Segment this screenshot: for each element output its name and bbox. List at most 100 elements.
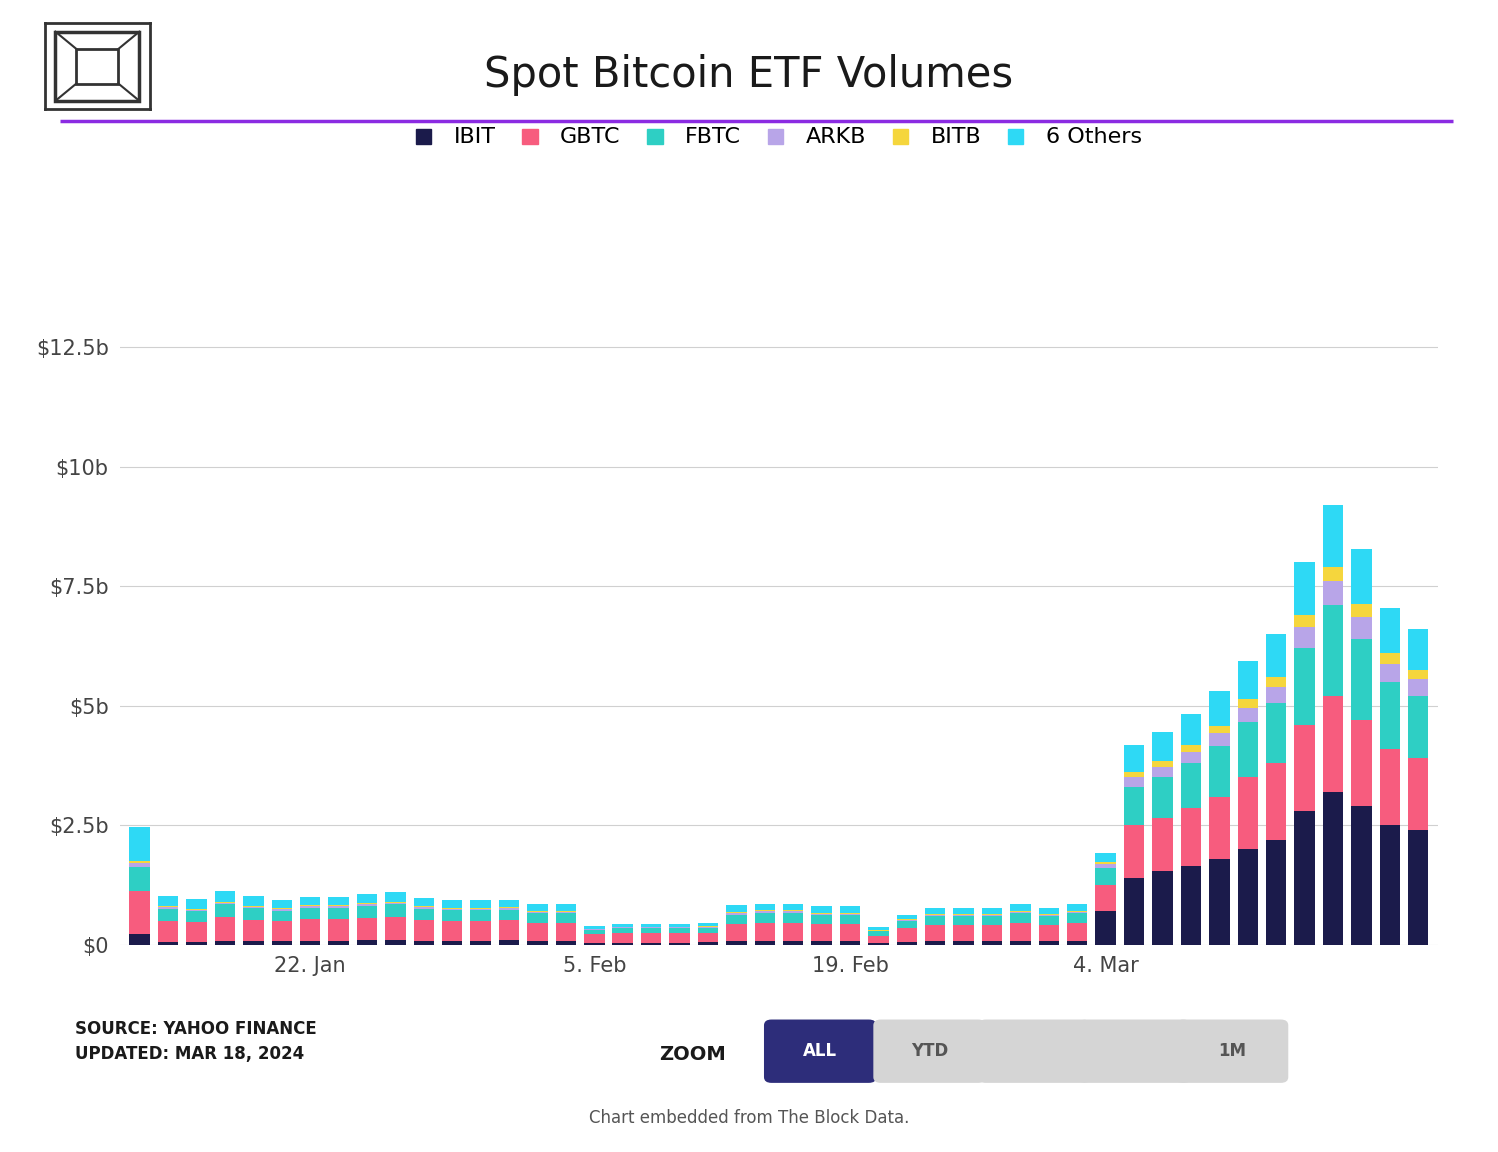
Bar — [499, 920, 520, 940]
Bar — [924, 925, 945, 941]
Bar — [470, 920, 491, 941]
Bar — [1351, 639, 1372, 720]
Bar — [840, 941, 860, 945]
Bar — [357, 940, 377, 945]
Bar — [1294, 627, 1315, 649]
Bar — [186, 922, 207, 942]
Bar — [1038, 915, 1059, 916]
Bar — [1038, 941, 1059, 945]
Bar — [670, 933, 689, 942]
Bar — [727, 905, 746, 912]
Bar — [1266, 634, 1287, 677]
Bar — [869, 927, 888, 931]
Bar — [1095, 869, 1116, 885]
Bar — [186, 911, 207, 922]
Bar — [1351, 806, 1372, 945]
Bar — [698, 923, 718, 926]
Bar — [812, 924, 831, 941]
Bar — [584, 942, 605, 945]
Text: ALL: ALL — [803, 1043, 837, 1060]
Bar — [1408, 758, 1429, 829]
Bar — [1209, 746, 1230, 796]
Bar — [698, 927, 718, 933]
Bar — [1266, 687, 1287, 704]
Bar — [1180, 745, 1201, 751]
Bar — [1323, 791, 1344, 945]
Bar — [1180, 751, 1201, 763]
Bar — [1010, 911, 1031, 914]
Bar — [840, 915, 860, 924]
Bar — [1237, 708, 1258, 722]
Bar — [385, 917, 406, 940]
Bar — [981, 908, 1002, 914]
Bar — [556, 904, 577, 911]
Bar — [413, 919, 434, 941]
Bar — [1380, 825, 1401, 945]
Bar — [1067, 941, 1088, 945]
Bar — [243, 907, 264, 908]
Bar — [1038, 925, 1059, 941]
Bar — [1237, 722, 1258, 778]
Bar — [1095, 911, 1116, 945]
Bar — [924, 941, 945, 945]
Bar — [499, 908, 520, 910]
Bar — [129, 934, 150, 945]
Bar — [1010, 914, 1031, 923]
Bar — [1124, 825, 1144, 878]
Bar — [300, 897, 321, 905]
Bar — [1095, 885, 1116, 911]
Bar — [783, 923, 803, 941]
Bar — [869, 931, 888, 935]
Bar — [953, 908, 974, 914]
Bar — [1124, 772, 1144, 778]
Bar — [214, 904, 235, 917]
Bar — [1038, 908, 1059, 914]
Bar — [157, 909, 178, 920]
Bar — [812, 941, 831, 945]
Bar — [328, 941, 349, 945]
Bar — [1209, 796, 1230, 858]
Bar — [1124, 745, 1144, 772]
Bar — [1323, 567, 1344, 582]
Bar — [584, 926, 605, 929]
Bar — [385, 940, 406, 945]
Bar — [357, 894, 377, 903]
Bar — [214, 892, 235, 902]
Bar — [641, 933, 661, 942]
Bar — [783, 941, 803, 945]
Bar — [755, 912, 774, 923]
Bar — [470, 941, 491, 945]
Bar — [613, 924, 634, 927]
Bar — [442, 941, 463, 945]
Bar — [641, 924, 661, 927]
Bar — [584, 934, 605, 942]
Bar — [1124, 878, 1144, 945]
Text: YTD: YTD — [911, 1043, 948, 1060]
Bar — [1067, 923, 1088, 941]
Bar — [1323, 696, 1344, 791]
Bar — [897, 920, 917, 929]
Bar — [924, 915, 945, 916]
Bar — [300, 941, 321, 945]
Bar — [1266, 704, 1287, 763]
Bar — [812, 915, 831, 924]
Bar — [953, 915, 974, 916]
Bar — [157, 920, 178, 942]
Text: SOURCE: YAHOO FINANCE
UPDATED: MAR 18, 2024: SOURCE: YAHOO FINANCE UPDATED: MAR 18, 2… — [75, 1020, 316, 1062]
Bar — [1351, 720, 1372, 806]
Bar — [129, 862, 150, 863]
Bar — [1152, 732, 1173, 760]
Bar — [670, 942, 689, 945]
Bar — [470, 900, 491, 908]
Bar — [812, 914, 831, 915]
Bar — [840, 924, 860, 941]
Bar — [698, 942, 718, 945]
Bar — [670, 924, 689, 927]
Bar — [1237, 699, 1258, 708]
Bar — [1038, 916, 1059, 925]
Bar — [840, 907, 860, 912]
Bar — [1323, 505, 1344, 567]
Bar — [129, 867, 150, 892]
Bar — [1380, 682, 1401, 749]
Bar — [328, 907, 349, 908]
